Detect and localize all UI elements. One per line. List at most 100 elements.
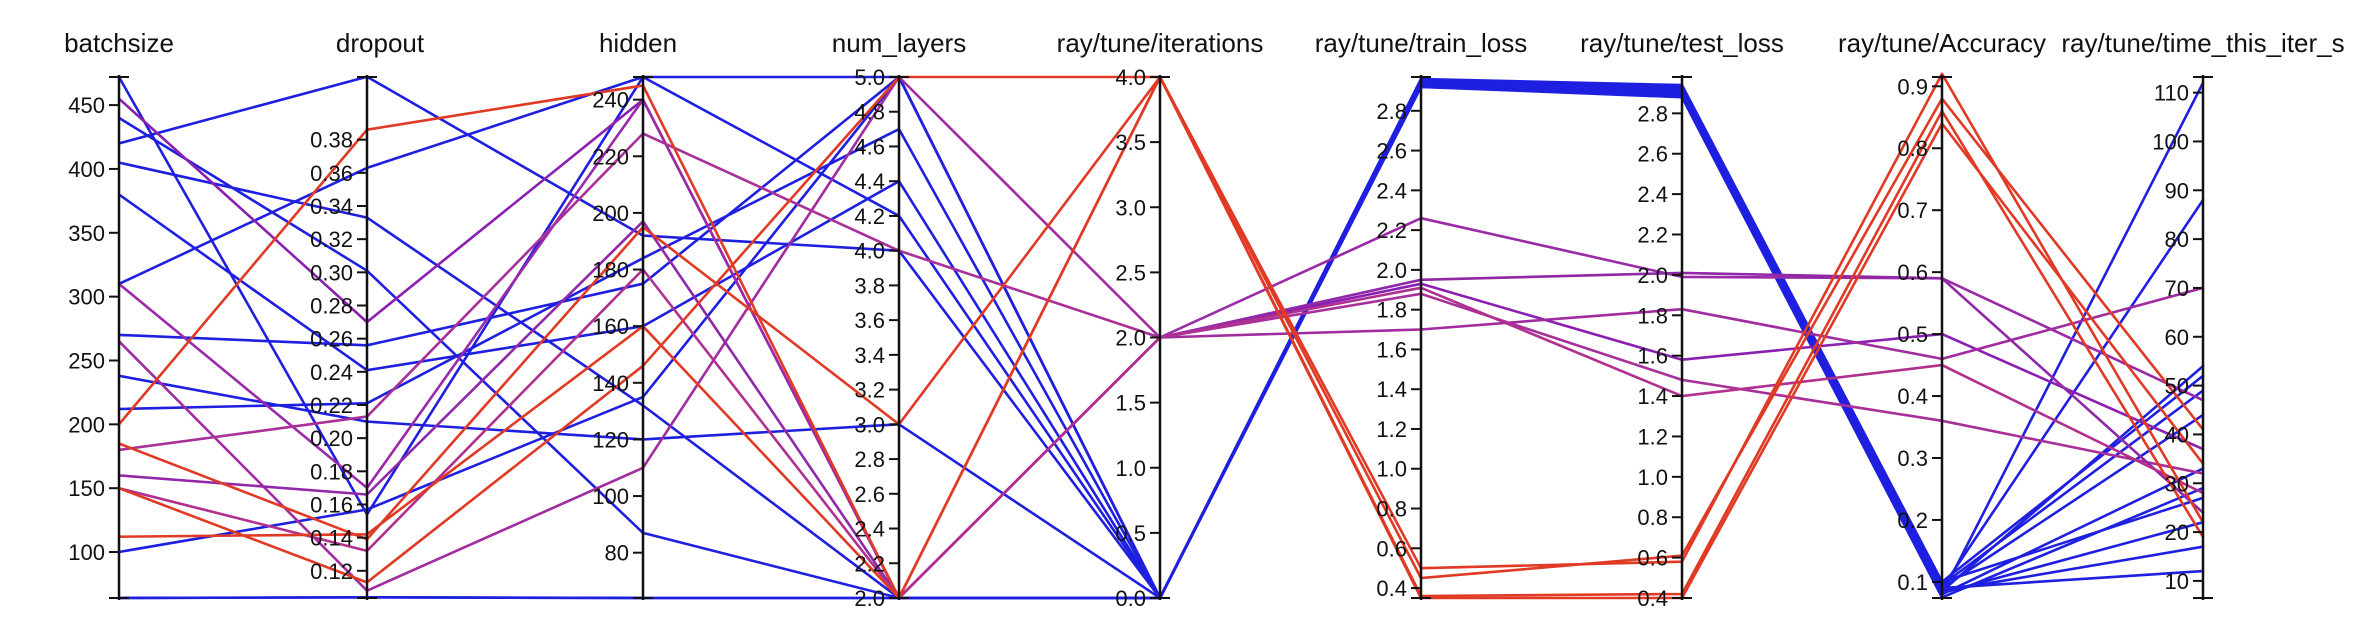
- tick-label: 0.28: [310, 293, 353, 318]
- tick-label: 2.8: [1376, 99, 1407, 124]
- tick-label: 0.4: [1897, 384, 1928, 409]
- tick-label: 0.20: [310, 426, 353, 451]
- tick-label: 2.8: [1637, 101, 1668, 126]
- tick-label: 60: [2165, 325, 2189, 350]
- tick-label: 0.3: [1897, 446, 1928, 471]
- tick-label: 1.2: [1637, 424, 1668, 449]
- tick-label: 0.22: [310, 393, 353, 418]
- axis-title: num_layers: [832, 28, 966, 58]
- tick-label: 4.0: [854, 239, 885, 264]
- tick-label: 0.1: [1897, 570, 1928, 595]
- tick-label: 1.6: [1637, 344, 1668, 369]
- tick-label: 2.0: [1115, 326, 1146, 351]
- tick-label: 0.8: [1637, 505, 1668, 530]
- tick-label: 3.4: [854, 343, 885, 368]
- tick-label: 150: [68, 476, 105, 501]
- tick-label: 1.8: [1376, 298, 1407, 323]
- tick-label: 70: [2165, 276, 2189, 301]
- tick-label: 100: [2152, 129, 2189, 154]
- tick-label: 3.0: [1115, 195, 1146, 220]
- tick-label: 0.5: [1897, 322, 1928, 347]
- tick-label: 140: [592, 371, 629, 396]
- axis-ray-tune-train-loss: ray/tune/train_loss 0.4 0.6 0.8 1.0 1.2 1.4 1.6…: [1315, 28, 1527, 601]
- tick-label: 10: [2165, 569, 2189, 594]
- tick-label: 2.0: [1637, 263, 1668, 288]
- tick-label: 160: [592, 314, 629, 339]
- tick-label: 0.12: [310, 559, 353, 584]
- tick-label: 3.2: [854, 378, 885, 403]
- tick-label: 1.8: [1637, 303, 1668, 328]
- tick-label: 1.0: [1115, 456, 1146, 481]
- tick-label: 0.14: [310, 526, 353, 551]
- axis-ray-tune-test-loss: ray/tune/test_loss 0.4 0.6 0.8 1.0 1.2 1.4 1.6 1…: [1580, 28, 1784, 611]
- axis-title: dropout: [336, 28, 425, 58]
- tick-label: 100: [592, 484, 629, 509]
- tick-label: 0.9: [1897, 74, 1928, 99]
- tick-label: 2.6: [854, 482, 885, 507]
- tick-label: 4.8: [854, 100, 885, 125]
- tick-label: 30: [2165, 471, 2189, 496]
- axis-title: batchsize: [64, 28, 174, 58]
- tick-label: 300: [68, 285, 105, 310]
- tick-label: 1.0: [1376, 457, 1407, 482]
- tick-label: 50: [2165, 374, 2189, 399]
- tick-label: 2.0: [854, 586, 885, 611]
- tick-label: 200: [592, 201, 629, 226]
- axis-title: ray/tune/train_loss: [1315, 28, 1527, 58]
- tick-label: 2.4: [1376, 178, 1407, 203]
- tick-label: 4.4: [854, 169, 885, 194]
- tick-label: 4.0: [1115, 65, 1146, 90]
- axis-ray-tune-time-this-iter-s: ray/tune/time_this_iter_s 10 20 30 40 50 60 70 8…: [2061, 28, 2345, 600]
- tick-label: 0.8: [1897, 136, 1928, 161]
- tick-label: 0.38: [310, 128, 353, 153]
- tick-label: 2.2: [1376, 218, 1407, 243]
- tick-label: 1.4: [1376, 377, 1407, 402]
- tick-label: 20: [2165, 520, 2189, 545]
- tick-label: 40: [2165, 422, 2189, 447]
- tick-label: 120: [592, 427, 629, 452]
- tick-label: 2.0: [1376, 258, 1407, 283]
- tick-label: 1.4: [1637, 384, 1668, 409]
- tick-label: 200: [68, 412, 105, 437]
- tick-label: 3.5: [1115, 130, 1146, 155]
- axis-ray-tune-accuracy: ray/tune/Accuracy 0.1 0.2 0.3 0.4 0.5 0.6 0.7 0.…: [1838, 28, 2046, 600]
- tick-label: 0.4: [1376, 576, 1407, 601]
- tick-label: 180: [592, 258, 629, 283]
- tick-label: 1.2: [1376, 417, 1407, 442]
- tick-label: 1.0: [1637, 465, 1668, 490]
- tick-label: 4.2: [854, 204, 885, 229]
- axis-title: ray/tune/time_this_iter_s: [2061, 28, 2344, 58]
- axis-title: ray/tune/iterations: [1057, 28, 1264, 58]
- tick-label: 100: [68, 540, 105, 565]
- tick-label: 2.8: [854, 447, 885, 472]
- tick-label: 400: [68, 157, 105, 182]
- tick-label: 0.16: [310, 492, 353, 517]
- tick-label: 0.26: [310, 327, 353, 352]
- tick-label: 0.34: [310, 194, 353, 219]
- tick-label: 0.2: [1897, 508, 1928, 533]
- tick-label: 110: [2154, 81, 2189, 106]
- tick-label: 2.6: [1376, 139, 1407, 164]
- tick-label: 1.5: [1115, 391, 1146, 416]
- tick-label: 2.4: [854, 517, 885, 542]
- tick-label: 4.6: [854, 134, 885, 159]
- tick-label: 0.7: [1897, 198, 1928, 223]
- tick-label: 250: [68, 348, 105, 373]
- tick-label: 2.5: [1115, 260, 1146, 285]
- tick-label: 0.0: [1115, 586, 1146, 611]
- tick-label: 0.32: [310, 227, 353, 252]
- tick-label: 0.4: [1637, 586, 1668, 611]
- tick-label: 2.4: [1637, 182, 1668, 207]
- tick-label: 240: [592, 88, 629, 113]
- tick-label: 1.6: [1376, 337, 1407, 362]
- axis-title: hidden: [599, 28, 677, 58]
- tick-label: 0.8: [1376, 497, 1407, 522]
- tick-label: 0.36: [310, 161, 353, 186]
- tick-label: 90: [2165, 178, 2189, 203]
- axes: batchsize 100 150 200 250 300 350 400 450 dropout…: [64, 28, 2345, 611]
- axis-dropout: dropout 0.12 0.14 0.16 0.18 0.20 0.22 0.24 0.26 0…: [310, 28, 425, 600]
- tick-label: 0.30: [310, 260, 353, 285]
- tick-label: 5.0: [854, 65, 885, 90]
- tick-label: 220: [592, 144, 629, 169]
- tick-label: 0.24: [310, 360, 353, 385]
